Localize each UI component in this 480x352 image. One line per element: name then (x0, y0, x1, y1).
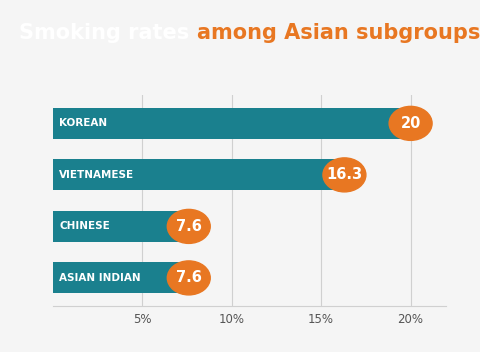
Ellipse shape (168, 209, 210, 243)
Bar (53, 211, 189, 242)
Text: 7.6: 7.6 (176, 219, 202, 234)
Text: KOREAN: KOREAN (59, 118, 107, 128)
Text: 20: 20 (400, 116, 421, 131)
Ellipse shape (389, 106, 432, 140)
Bar (53, 263, 189, 293)
Ellipse shape (168, 261, 210, 295)
Text: ASIAN INDIAN: ASIAN INDIAN (59, 273, 141, 283)
Bar (53, 108, 410, 139)
Text: VIETNAMESE: VIETNAMESE (59, 170, 134, 180)
Bar (53, 159, 345, 190)
Text: 16.3: 16.3 (326, 168, 362, 182)
Text: 7.6: 7.6 (176, 270, 202, 285)
Text: Smoking rates: Smoking rates (19, 23, 197, 43)
Text: among Asian subgroups: among Asian subgroups (197, 23, 480, 43)
Text: CHINESE: CHINESE (59, 221, 110, 231)
Ellipse shape (323, 158, 366, 192)
